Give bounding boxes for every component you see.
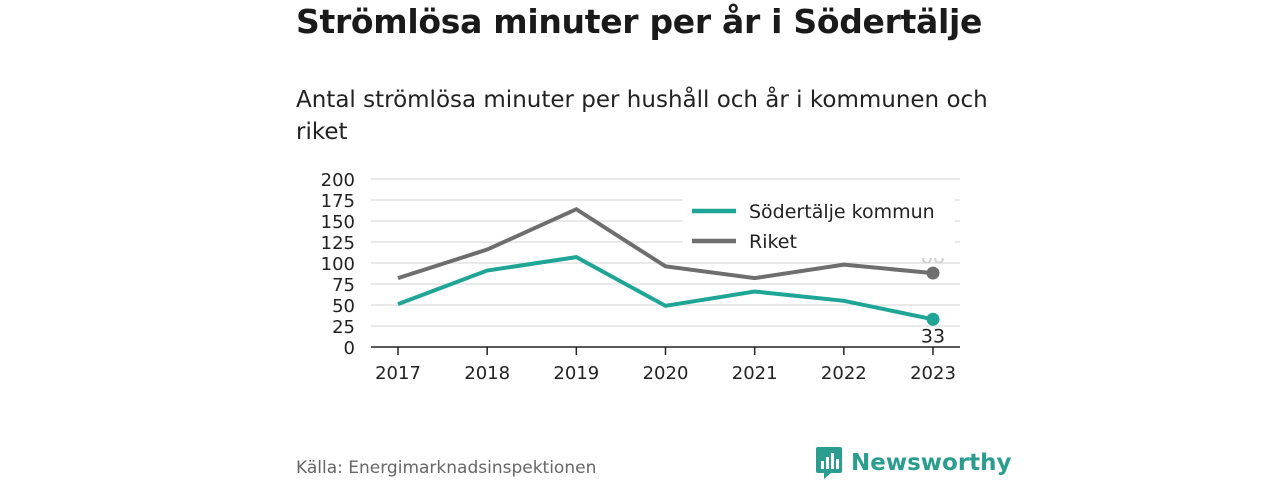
brand-name: Newsworthy xyxy=(851,450,1012,476)
end-label-sodertalje: 33 xyxy=(921,325,945,347)
x-tick-label: 2019 xyxy=(553,363,599,384)
y-tick-label: 150 xyxy=(321,212,355,233)
x-tick-label: 2022 xyxy=(821,363,867,384)
x-tick-label: 2018 xyxy=(464,363,510,384)
legend-label: Södertälje kommun xyxy=(749,201,935,223)
series-line-riket xyxy=(397,206,934,281)
y-tick-label: 25 xyxy=(332,317,355,338)
y-tick-label: 125 xyxy=(321,233,355,254)
series-endpoint-riket xyxy=(926,266,940,280)
source-text: Källa: Energimarknadsinspektionen xyxy=(296,458,597,478)
y-tick-label: 0 xyxy=(344,338,355,359)
y-tick-label: 75 xyxy=(332,275,355,296)
x-axis: 2017 2018 2019 2020 2021 2022 2023 xyxy=(371,346,960,384)
series-lines xyxy=(397,206,940,326)
legend: Södertälje kommun Riket xyxy=(683,193,955,258)
newsworthy-logo: Newsworthy xyxy=(815,446,1012,480)
end-labels: 3388 xyxy=(921,246,945,347)
legend-background xyxy=(683,193,955,258)
y-tick-label: 50 xyxy=(332,296,355,317)
x-tick-label: 2017 xyxy=(375,363,421,384)
x-tick-label: 2023 xyxy=(910,363,956,384)
x-tick-label: 2020 xyxy=(643,363,689,384)
x-tick-label: 2021 xyxy=(732,363,778,384)
series-line-sodertalje xyxy=(397,255,934,322)
series-endpoint-sodertalje xyxy=(926,312,940,326)
y-tick-label: 100 xyxy=(321,254,355,275)
y-tick-label: 200 xyxy=(321,170,355,191)
legend-label: Riket xyxy=(749,231,797,253)
chart-title: Strömlösa minuter per år i Södertälje xyxy=(296,2,983,41)
y-tick-label: 175 xyxy=(321,191,355,212)
chart-subtitle: Antal strömlösa minuter per hushåll och … xyxy=(296,87,988,145)
newsworthy-logo-icon xyxy=(816,447,842,479)
